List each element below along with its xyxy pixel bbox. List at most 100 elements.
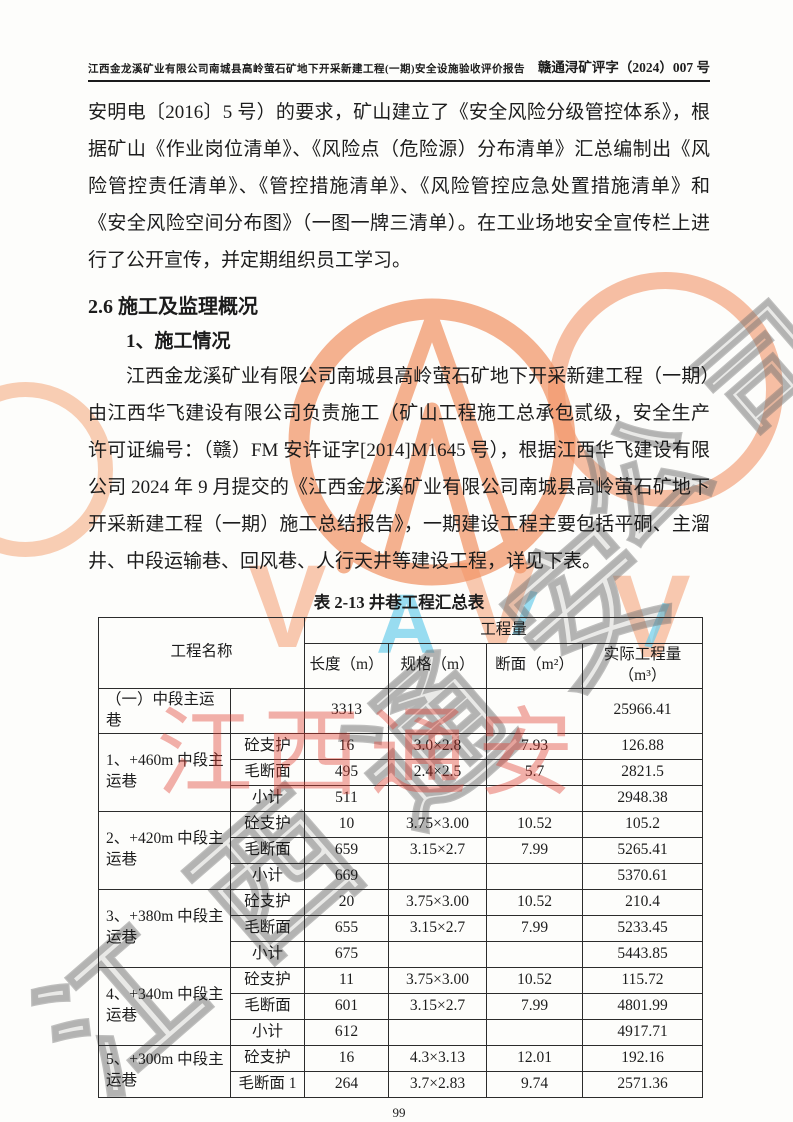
- table-row: （一）中段主运巷 3313 25966.41: [98, 687, 703, 734]
- table-row: 毛断面 655 3.15×2.7 7.99 5233.45: [99, 914, 703, 942]
- cell-length: 16: [304, 1044, 389, 1072]
- cell-spec: 3.15×2.7: [388, 992, 487, 1020]
- section-heading: 2.6 施工及监理概况: [88, 296, 258, 318]
- cell-section: 7.99: [486, 992, 583, 1020]
- cell-item: 小计: [230, 1018, 305, 1046]
- table-title: 表 2-13 井巷工程汇总表: [313, 593, 485, 612]
- cell-length: 16: [304, 732, 389, 760]
- cell-item: 砼支护: [230, 888, 305, 916]
- cell-section: 7.99: [486, 914, 583, 942]
- table-row: 3、+380m 中段主运巷 砼支护 20 3.75×3.00 10.52 210…: [98, 888, 703, 968]
- cell-section: 10.52: [486, 810, 583, 838]
- col-header-actual: 实际工程量（m³）: [582, 643, 703, 689]
- cell-item: 砼支护: [230, 966, 305, 994]
- cell-item: 小计: [230, 940, 305, 968]
- cell-spec: 4.3×3.13: [388, 1044, 487, 1072]
- cell-actual: 115.72: [582, 966, 703, 994]
- cell-group-name: 5、+300m 中段主运巷: [98, 1044, 231, 1098]
- paragraph-construction: 江西金龙溪矿业有限公司南城县高岭萤石矿地下开采新建工程（一期）由江西华飞建设有限…: [88, 366, 710, 572]
- cell-spec: [388, 1018, 487, 1046]
- cell-length: 655: [304, 914, 389, 942]
- cell-section: 9.74: [486, 1070, 583, 1098]
- cell-section: 5.7: [486, 758, 583, 786]
- cell-spec: 3.15×2.7: [388, 914, 487, 942]
- cell-item: 毛断面: [230, 914, 305, 942]
- cell-item: 小计: [230, 784, 305, 812]
- cell-spec: 3.7×2.83: [388, 1070, 487, 1098]
- cell-spec: [388, 940, 487, 968]
- cell-section: 12.01: [486, 1044, 583, 1072]
- col-header-quantity: 工程量: [304, 617, 703, 644]
- cell-spec: 3.0×2.8: [388, 732, 487, 760]
- document-number: 赣通浔矿评字（2024）007 号: [537, 60, 710, 75]
- cell-length: 669: [304, 862, 389, 890]
- cell-length: 264: [304, 1070, 389, 1098]
- cell-length: 11: [304, 966, 389, 994]
- cell-actual: 2821.5: [582, 758, 703, 786]
- cell-section: [486, 1018, 583, 1046]
- running-header: 江西金龙溪矿业有限公司南城县高岭萤石矿地下开采新建工程(一期)安全设施验收评价报…: [88, 56, 710, 82]
- table-row: 小计 612 4917.71: [99, 1018, 703, 1046]
- cell-item: 毛断面: [230, 992, 305, 1020]
- cell-actual: 4917.71: [582, 1018, 703, 1046]
- cell-actual: 5370.61: [582, 862, 703, 890]
- cell-actual: 5265.41: [582, 836, 703, 864]
- sub-heading: 1、施工情况: [126, 331, 231, 352]
- cell-spec: [388, 687, 487, 734]
- cell-section: 10.52: [486, 966, 583, 994]
- col-header-section: 断面（m²）: [486, 643, 583, 689]
- cell-section: [486, 687, 583, 734]
- cell-group-name: 3、+380m 中段主运巷: [98, 888, 231, 968]
- cell-item: 砼支护: [230, 810, 305, 838]
- cell-item: 小计: [230, 862, 305, 890]
- cell-actual: 2948.38: [582, 784, 703, 812]
- cell-section: 10.52: [486, 888, 583, 916]
- shaft-works-summary-table: 工程名称 工程量 长度（m） 规格（m） 断面（m²） 实际工程量（m³） （一…: [98, 617, 703, 1098]
- cell-length: 511: [304, 784, 389, 812]
- cell-actual: 4801.99: [582, 992, 703, 1020]
- cell-spec: 3.75×3.00: [388, 810, 487, 838]
- cell-spec: 2.4×2.5: [388, 758, 487, 786]
- col-header-length: 长度（m）: [304, 643, 389, 689]
- cell-length: 659: [304, 836, 389, 864]
- cell-actual: 2571.36: [582, 1070, 703, 1098]
- cell-item: 毛断面: [230, 758, 305, 786]
- page-number: 99: [392, 1104, 406, 1120]
- cell-group-name: 1、+460m 中段主运巷: [98, 732, 231, 812]
- cell-item: 毛断面 1: [230, 1070, 305, 1098]
- cell-item: 砼支护: [230, 732, 305, 760]
- cell-actual: 5233.45: [582, 914, 703, 942]
- cell-project-name: （一）中段主运巷: [98, 687, 231, 734]
- table-row: 1、+460m 中段主运巷 砼支护 16 3.0×2.8 7.93 126.88: [98, 732, 703, 812]
- cell-item: 毛断面: [230, 836, 305, 864]
- table-subheader-row: 长度（m） 规格（m） 断面（m²） 实际工程量（m³）: [99, 643, 703, 689]
- cell-item: 砼支护: [230, 1044, 305, 1072]
- table-row: 2、+420m 中段主运巷 砼支护 10 3.75×3.00 10.52 105…: [98, 810, 703, 890]
- cell-actual: 192.16: [582, 1044, 703, 1072]
- cell-spec: [388, 784, 487, 812]
- cell-section: [486, 784, 583, 812]
- cell-length: 601: [304, 992, 389, 1020]
- cell-item: [230, 687, 305, 734]
- table-row: 4、+340m 中段主运巷 砼支护 11 3.75×3.00 10.52 115…: [98, 966, 703, 1046]
- cell-spec: 3.75×3.00: [388, 966, 487, 994]
- cell-actual: 210.4: [582, 888, 703, 916]
- cell-spec: 3.15×2.7: [388, 836, 487, 864]
- cell-spec: [388, 862, 487, 890]
- cell-section: 7.93: [486, 732, 583, 760]
- table-row: 毛断面 659 3.15×2.7 7.99 5265.41: [99, 836, 703, 864]
- cell-spec: 3.75×3.00: [388, 888, 487, 916]
- cell-section: [486, 862, 583, 890]
- cell-length: 495: [304, 758, 389, 786]
- col-header-project: 工程名称: [98, 617, 305, 689]
- cell-group-name: 2、+420m 中段主运巷: [98, 810, 231, 890]
- cell-length: 10: [304, 810, 389, 838]
- cell-actual: 25966.41: [582, 687, 703, 734]
- cell-length: 612: [304, 1018, 389, 1046]
- col-header-spec: 规格（m）: [388, 643, 487, 689]
- table-row: 小计 669 5370.61: [99, 862, 703, 890]
- cell-length: 675: [304, 940, 389, 968]
- cell-actual: 126.88: [582, 732, 703, 760]
- cell-length: 20: [304, 888, 389, 916]
